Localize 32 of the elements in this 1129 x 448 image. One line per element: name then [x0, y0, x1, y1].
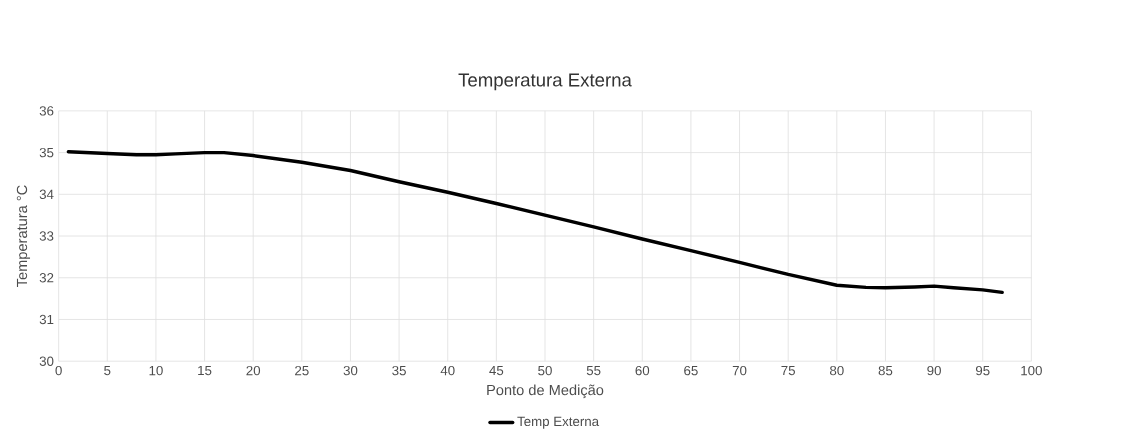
x-tick-label: 80 [830, 365, 844, 376]
y-tick-label: 34 [39, 189, 54, 199]
x-tick-label: 40 [440, 365, 455, 376]
y-tick-label: 35 [39, 147, 54, 158]
y-tick-label: 33 [39, 231, 54, 241]
x-tick-label: 55 [586, 365, 601, 376]
y-tick-label: 31 [39, 314, 54, 325]
x-axis-title: Ponto de Medição [487, 384, 604, 399]
x-tick-label: 10 [149, 365, 163, 376]
x-tick-label: 25 [295, 365, 309, 376]
x-tick-label: 75 [781, 365, 796, 376]
x-tick-label: 45 [489, 365, 504, 376]
x-tick-label: 70 [732, 365, 747, 376]
y-tick-label: 36 [39, 106, 54, 116]
x-tick-label: 35 [392, 365, 406, 376]
y-axis-title: Temperatura °C [16, 185, 31, 287]
x-tick-label: 85 [878, 365, 893, 376]
y-tick-label: 30 [39, 356, 54, 366]
legend-label: Temp Externa [517, 416, 600, 429]
x-tick-label: 90 [927, 365, 941, 376]
x-tick-label: 5 [104, 365, 111, 376]
x-tick-label: 30 [343, 365, 358, 376]
x-tick-label: 20 [246, 365, 261, 376]
x-tick-label: 100 [1021, 365, 1042, 376]
x-tick-label: 50 [538, 365, 552, 376]
y-tick-label: 32 [39, 272, 54, 283]
chart-title: Temperatura Externa [458, 73, 632, 91]
x-tick-label: 65 [684, 365, 698, 376]
x-tick-label: 60 [635, 365, 650, 376]
x-tick-label: 95 [975, 365, 990, 376]
x-tick-label: 0 [55, 365, 62, 376]
x-tick-label: 15 [198, 365, 212, 376]
